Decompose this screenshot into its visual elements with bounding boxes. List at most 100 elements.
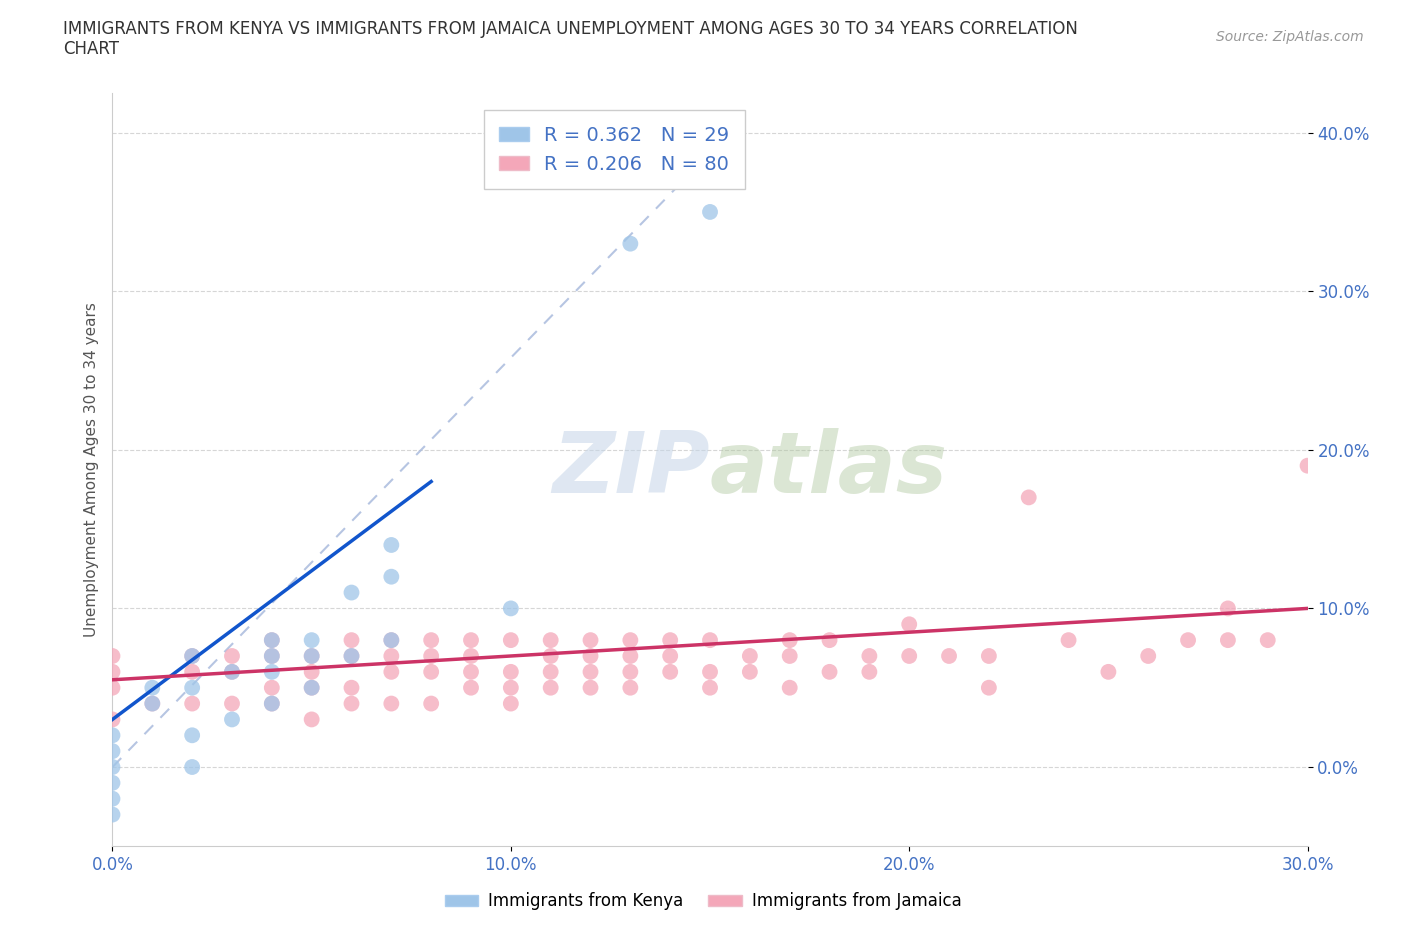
Point xyxy=(181,648,204,663)
Point xyxy=(898,617,921,631)
Point xyxy=(101,744,124,759)
Legend: R = 0.362   N = 29, R = 0.206   N = 80: R = 0.362 N = 29, R = 0.206 N = 80 xyxy=(484,111,745,189)
Point xyxy=(260,697,283,711)
Point xyxy=(579,680,602,695)
Point xyxy=(938,648,960,663)
Point xyxy=(380,632,402,647)
Text: IMMIGRANTS FROM KENYA VS IMMIGRANTS FROM JAMAICA UNEMPLOYMENT AMONG AGES 30 TO 3: IMMIGRANTS FROM KENYA VS IMMIGRANTS FROM… xyxy=(63,20,1078,38)
Point xyxy=(380,697,402,711)
Point xyxy=(499,664,522,679)
Text: ZIP: ZIP xyxy=(553,428,710,512)
Point xyxy=(818,664,841,679)
Point xyxy=(301,664,323,679)
Point xyxy=(779,680,801,695)
Point xyxy=(579,632,602,647)
Point xyxy=(260,632,283,647)
Point xyxy=(141,697,163,711)
Point xyxy=(779,632,801,647)
Point xyxy=(699,680,721,695)
Point xyxy=(659,664,682,679)
Point xyxy=(420,664,443,679)
Point xyxy=(260,680,283,695)
Point xyxy=(340,585,363,600)
Point xyxy=(301,632,323,647)
Text: CHART: CHART xyxy=(63,40,120,58)
Point xyxy=(101,728,124,743)
Text: atlas: atlas xyxy=(710,428,948,512)
Point xyxy=(619,664,641,679)
Point xyxy=(779,648,801,663)
Point xyxy=(340,632,363,647)
Point xyxy=(1137,648,1160,663)
Point xyxy=(579,648,602,663)
Point xyxy=(181,728,204,743)
Point xyxy=(619,236,641,251)
Point xyxy=(1018,490,1040,505)
Point xyxy=(380,569,402,584)
Point xyxy=(380,538,402,552)
Point xyxy=(340,648,363,663)
Point xyxy=(540,632,562,647)
Point xyxy=(420,697,443,711)
Point xyxy=(460,632,482,647)
Point xyxy=(101,648,124,663)
Point xyxy=(181,664,204,679)
Point xyxy=(977,648,1000,663)
Point xyxy=(101,807,124,822)
Point xyxy=(420,648,443,663)
Point xyxy=(460,680,482,695)
Point xyxy=(499,632,522,647)
Point xyxy=(221,697,243,711)
Point xyxy=(141,697,163,711)
Point xyxy=(301,648,323,663)
Point xyxy=(818,632,841,647)
Point xyxy=(858,648,880,663)
Point xyxy=(1296,458,1319,473)
Text: Source: ZipAtlas.com: Source: ZipAtlas.com xyxy=(1216,30,1364,44)
Point xyxy=(579,664,602,679)
Point xyxy=(499,697,522,711)
Point xyxy=(101,776,124,790)
Legend: Immigrants from Kenya, Immigrants from Jamaica: Immigrants from Kenya, Immigrants from J… xyxy=(439,885,967,917)
Point xyxy=(301,680,323,695)
Point xyxy=(1257,632,1279,647)
Point xyxy=(1057,632,1080,647)
Point xyxy=(340,697,363,711)
Point xyxy=(1177,632,1199,647)
Point xyxy=(540,664,562,679)
Point xyxy=(181,760,204,775)
Point xyxy=(540,680,562,695)
Point xyxy=(699,632,721,647)
Point xyxy=(858,664,880,679)
Point xyxy=(221,648,243,663)
Point xyxy=(499,601,522,616)
Point xyxy=(1216,632,1239,647)
Point xyxy=(499,680,522,695)
Point xyxy=(619,648,641,663)
Point xyxy=(260,664,283,679)
Point xyxy=(260,648,283,663)
Point xyxy=(141,680,163,695)
Point xyxy=(619,680,641,695)
Point xyxy=(738,648,761,663)
Point xyxy=(898,648,921,663)
Point xyxy=(221,664,243,679)
Point xyxy=(380,632,402,647)
Point xyxy=(540,648,562,663)
Point xyxy=(699,205,721,219)
Point xyxy=(101,760,124,775)
Point xyxy=(738,664,761,679)
Point xyxy=(301,680,323,695)
Point xyxy=(619,632,641,647)
Point xyxy=(340,648,363,663)
Point xyxy=(181,680,204,695)
Point xyxy=(659,648,682,663)
Point xyxy=(221,712,243,727)
Y-axis label: Unemployment Among Ages 30 to 34 years: Unemployment Among Ages 30 to 34 years xyxy=(83,302,98,637)
Point xyxy=(101,664,124,679)
Point xyxy=(101,712,124,727)
Point xyxy=(1097,664,1119,679)
Point xyxy=(380,648,402,663)
Point xyxy=(260,648,283,663)
Point xyxy=(1216,601,1239,616)
